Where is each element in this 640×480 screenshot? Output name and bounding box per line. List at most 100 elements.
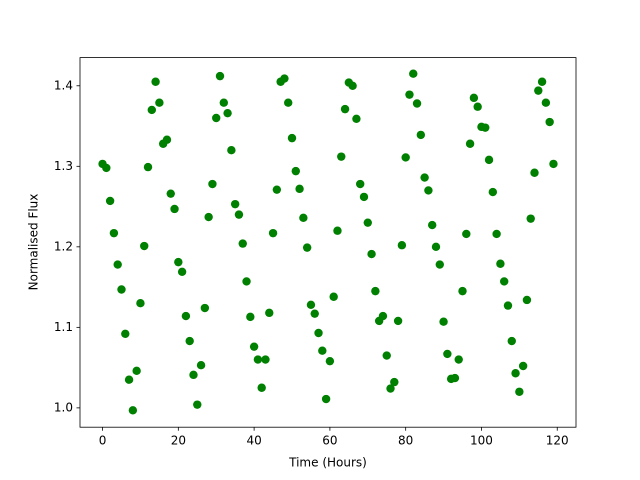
y-tick-label: 1.1	[54, 320, 73, 334]
point	[484, 155, 494, 165]
point	[518, 361, 528, 371]
point	[526, 214, 535, 223]
point	[443, 349, 452, 359]
point	[162, 135, 172, 144]
point	[208, 179, 217, 189]
point	[299, 213, 308, 223]
point	[420, 173, 429, 182]
point	[212, 113, 221, 123]
point	[367, 249, 376, 259]
point	[117, 285, 126, 294]
point	[405, 90, 414, 99]
point	[166, 189, 175, 198]
point	[136, 298, 145, 308]
point	[155, 98, 164, 107]
y-tick-label: 1.4	[54, 78, 73, 92]
point	[147, 105, 157, 115]
point	[428, 220, 437, 230]
point	[325, 356, 335, 366]
point	[382, 351, 391, 360]
point	[401, 153, 410, 162]
y-tick-label: 1.3	[54, 159, 73, 173]
point	[253, 355, 263, 364]
point	[329, 292, 338, 301]
point	[431, 242, 441, 252]
point	[200, 303, 210, 313]
point	[424, 186, 433, 195]
point	[541, 98, 551, 107]
point	[219, 98, 228, 107]
x-tick-label: 20	[171, 434, 186, 448]
point	[284, 98, 293, 107]
point	[204, 212, 213, 222]
point	[522, 295, 532, 305]
point	[412, 99, 422, 108]
point	[363, 218, 372, 227]
point	[549, 159, 558, 169]
y-axis-label: Normalised Flux	[27, 194, 41, 291]
point	[454, 355, 463, 364]
point	[530, 168, 539, 177]
point	[393, 316, 403, 326]
point	[223, 108, 232, 118]
point	[185, 336, 194, 346]
point	[261, 355, 270, 364]
y-tick-label: 1.0	[54, 400, 73, 414]
y-tick-label: 1.2	[54, 239, 73, 253]
point	[140, 241, 149, 251]
point	[439, 317, 448, 326]
point	[143, 162, 153, 172]
point	[170, 204, 179, 214]
x-tick-label: 80	[398, 434, 413, 448]
point	[450, 373, 460, 383]
point	[511, 369, 520, 378]
point	[302, 243, 312, 252]
point	[378, 311, 388, 321]
point	[359, 192, 369, 202]
point	[102, 163, 111, 173]
point	[390, 377, 399, 387]
point	[352, 114, 361, 123]
point	[435, 260, 444, 269]
point	[492, 229, 501, 239]
point	[181, 311, 191, 321]
point	[177, 267, 187, 276]
point	[151, 77, 160, 86]
point	[371, 286, 380, 296]
plot-frame	[79, 57, 577, 428]
point	[473, 102, 482, 111]
point	[314, 328, 323, 338]
point	[272, 185, 282, 194]
point	[234, 210, 244, 219]
point	[499, 277, 509, 286]
point	[227, 146, 236, 155]
point	[386, 384, 395, 393]
point	[249, 342, 259, 351]
point	[356, 179, 365, 189]
x-axis-label: Time (Hours)	[288, 456, 367, 470]
point	[174, 257, 183, 267]
point	[348, 81, 357, 90]
point	[268, 228, 278, 238]
point	[132, 366, 141, 376]
point	[189, 370, 198, 380]
point	[469, 93, 479, 103]
point	[481, 123, 490, 132]
point	[280, 74, 289, 83]
point	[124, 375, 134, 384]
x-tick-label: 60	[322, 434, 337, 448]
point	[465, 139, 475, 148]
point	[193, 400, 202, 409]
x-tick-label: 0	[99, 434, 107, 448]
point	[113, 260, 122, 269]
x-tick-label: 100	[470, 434, 493, 448]
point	[340, 104, 350, 114]
point	[534, 86, 543, 95]
point	[537, 77, 547, 86]
x-tick-label: 40	[246, 434, 261, 448]
point	[416, 130, 426, 140]
point	[105, 196, 115, 206]
point	[306, 300, 316, 310]
point	[128, 406, 138, 415]
point	[318, 346, 327, 355]
